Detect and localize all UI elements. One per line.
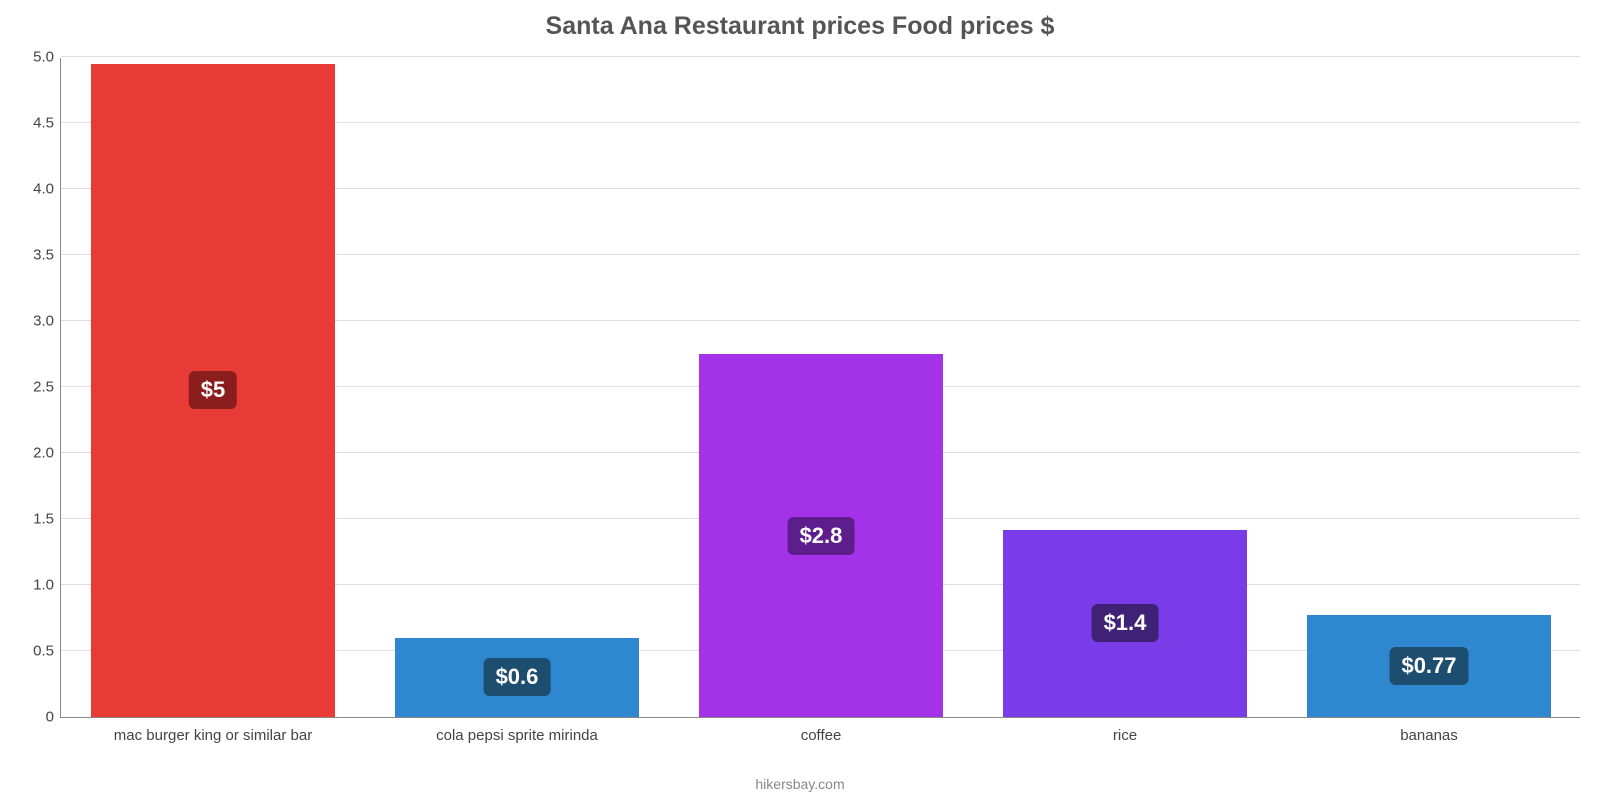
- y-tick-label: 0: [16, 709, 54, 726]
- x-tick-label: mac burger king or similar bar: [114, 717, 312, 744]
- y-tick-label: 1.0: [16, 577, 54, 594]
- bar-value-label: $5: [189, 371, 237, 409]
- bar: $0.77: [1307, 615, 1550, 717]
- x-tick-label: coffee: [801, 717, 842, 744]
- bar-slot: $0.77: [1307, 57, 1550, 717]
- bar: $2.8: [699, 354, 942, 717]
- chart-container: Santa Ana Restaurant prices Food prices …: [0, 0, 1600, 800]
- y-tick-label: 4.5: [16, 115, 54, 132]
- plot-area: 00.51.01.52.02.53.03.54.04.55.0$5mac bur…: [60, 58, 1580, 718]
- chart-title: Santa Ana Restaurant prices Food prices …: [0, 12, 1600, 41]
- bar: $5: [91, 64, 334, 717]
- bar-value-label: $0.6: [484, 658, 551, 696]
- y-tick-label: 0.5: [16, 643, 54, 660]
- bar-slot: $5: [91, 57, 334, 717]
- chart-footer: hikersbay.com: [0, 776, 1600, 792]
- y-tick-label: 5.0: [16, 49, 54, 66]
- y-tick-label: 3.5: [16, 247, 54, 264]
- y-tick-label: 4.0: [16, 181, 54, 198]
- x-tick-label: bananas: [1400, 717, 1458, 744]
- bar: $0.6: [395, 638, 638, 717]
- bar-slot: $2.8: [699, 57, 942, 717]
- bar-value-label: $2.8: [788, 517, 855, 555]
- y-tick-label: 1.5: [16, 511, 54, 528]
- x-tick-label: rice: [1113, 717, 1137, 744]
- y-tick-label: 3.0: [16, 313, 54, 330]
- bar: $1.4: [1003, 530, 1246, 717]
- bar-value-label: $1.4: [1092, 604, 1159, 642]
- bar-value-label: $0.77: [1389, 647, 1468, 685]
- bar-slot: $1.4: [1003, 57, 1246, 717]
- bar-slot: $0.6: [395, 57, 638, 717]
- x-tick-label: cola pepsi sprite mirinda: [436, 717, 598, 744]
- y-tick-label: 2.0: [16, 445, 54, 462]
- y-tick-label: 2.5: [16, 379, 54, 396]
